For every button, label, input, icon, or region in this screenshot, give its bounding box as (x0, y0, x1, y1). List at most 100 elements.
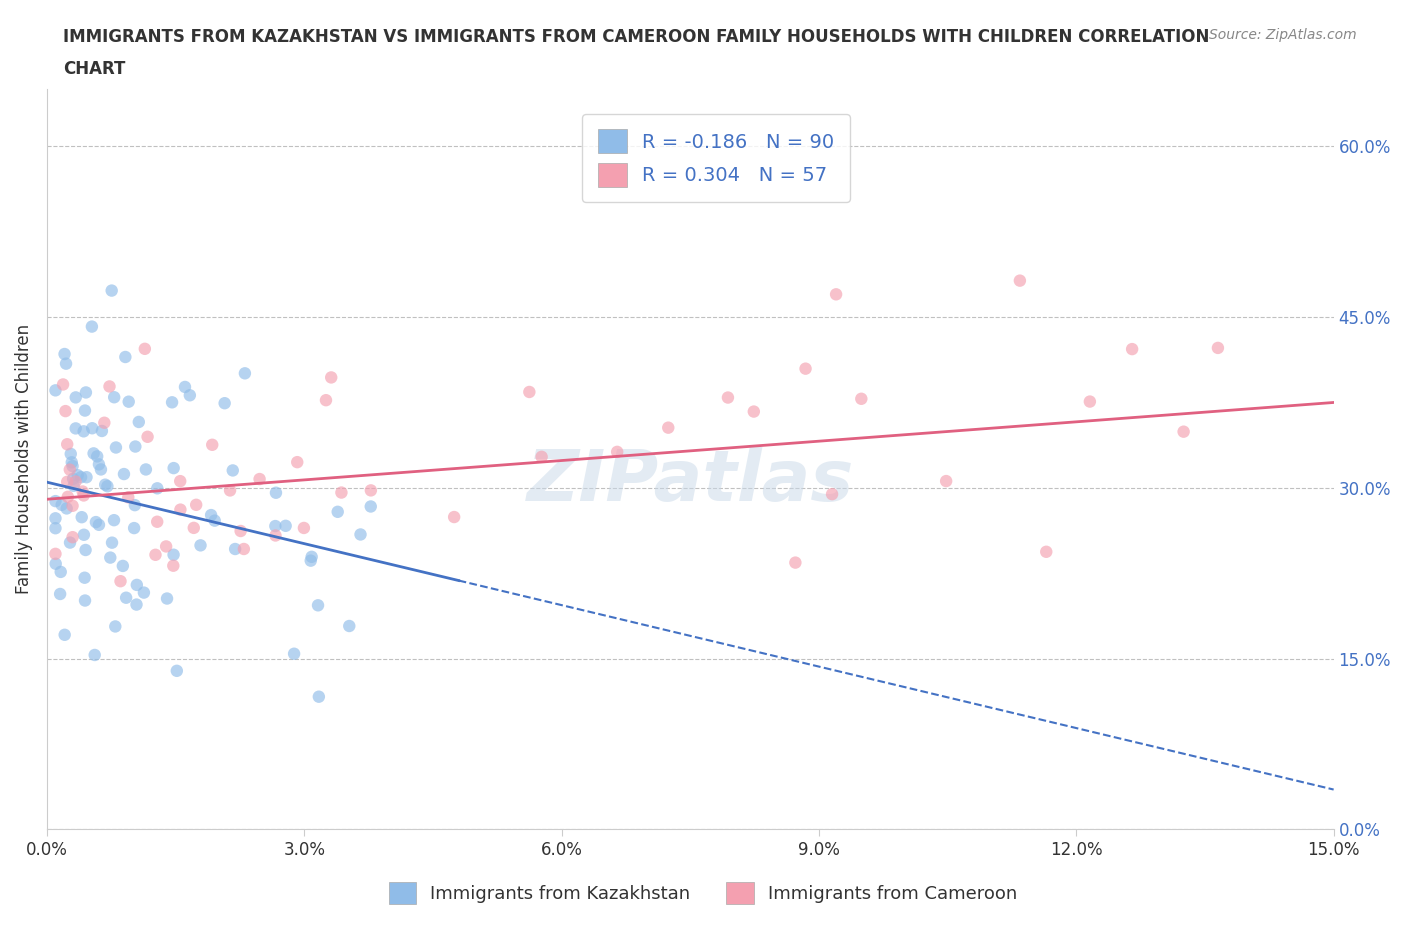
Point (53, 628, 76, 643)
Text: Source: ZipAtlas.com: Source: ZipAtlas.com (1209, 28, 1357, 42)
Point (124, 439, 146, 454)
Point (134, 341, 156, 356)
Point (264, 528, 287, 543)
Point (55, 356, 77, 371)
Point (75, 385, 97, 400)
Point (44, 547, 66, 562)
Point (90, 462, 112, 477)
Point (201, 437, 224, 452)
Point (44, 383, 66, 398)
Point (59, 446, 82, 461)
Point (530, 449, 553, 464)
Point (72, 485, 94, 499)
Point (59, 535, 82, 550)
Point (200, 508, 222, 523)
Point (326, 504, 349, 519)
Point (70, 470, 93, 485)
Point (44, 511, 66, 525)
Point (285, 455, 308, 470)
Point (76, 470, 98, 485)
Point (44, 494, 66, 509)
Point (59, 462, 82, 477)
Point (60, 455, 83, 470)
Point (110, 574, 132, 589)
Point (111, 559, 134, 574)
Point (162, 558, 184, 573)
Text: ZIPatlas: ZIPatlas (527, 447, 853, 516)
Point (274, 518, 297, 533)
Point (73, 570, 96, 585)
Point (87, 457, 110, 472)
Point (122, 521, 145, 536)
Point (83, 647, 105, 662)
Point (163, 460, 186, 475)
Point (94, 477, 117, 492)
Point (162, 547, 184, 562)
Point (132, 585, 155, 600)
Point (103, 512, 125, 527)
Point (124, 498, 146, 512)
Point (360, 499, 382, 514)
Point (90, 423, 112, 438)
Point (51, 498, 73, 512)
Point (1008, 273, 1031, 288)
Point (166, 663, 188, 678)
Point (114, 350, 136, 365)
Y-axis label: Family Households with Children: Family Households with Children (15, 325, 32, 594)
Point (785, 555, 807, 570)
Text: IMMIGRANTS FROM KAZAKHSTAN VS IMMIGRANTS FROM CAMEROON FAMILY HOUSEHOLDS WITH CH: IMMIGRANTS FROM KAZAKHSTAN VS IMMIGRANTS… (63, 28, 1209, 46)
Point (80, 319, 103, 334)
Point (96, 479, 118, 494)
Point (360, 483, 382, 498)
Point (73, 527, 96, 542)
Point (222, 463, 245, 478)
Point (935, 473, 957, 488)
Point (62, 498, 84, 513)
Point (146, 481, 169, 496)
Point (349, 527, 371, 542)
Point (264, 519, 287, 534)
Point (93, 416, 115, 431)
Point (851, 392, 873, 406)
Point (146, 514, 169, 529)
Point (62, 530, 84, 545)
Point (145, 548, 167, 563)
Point (1035, 544, 1057, 559)
Point (87, 517, 110, 532)
Point (115, 591, 138, 605)
Point (84, 514, 107, 529)
Point (794, 361, 817, 376)
Point (98, 551, 121, 565)
Point (83, 446, 105, 461)
Point (55, 501, 77, 516)
Point (125, 578, 148, 592)
Point (52, 377, 75, 392)
Point (307, 598, 329, 613)
Point (112, 467, 135, 482)
Point (155, 539, 177, 554)
Point (1121, 341, 1143, 356)
Point (55, 404, 77, 418)
Point (156, 591, 179, 606)
Point (73, 424, 96, 439)
Point (186, 498, 208, 512)
Point (283, 646, 305, 661)
Point (65, 474, 87, 489)
Point (49, 587, 72, 602)
Point (66, 468, 89, 483)
Point (49, 565, 72, 579)
Point (62, 478, 84, 493)
Point (330, 485, 353, 500)
Point (1206, 340, 1229, 355)
Point (224, 541, 246, 556)
Point (219, 483, 242, 498)
Point (98, 379, 121, 394)
Point (299, 553, 322, 568)
Point (169, 502, 191, 517)
Point (179, 388, 201, 403)
Point (214, 396, 236, 411)
Point (821, 486, 844, 501)
Point (104, 619, 127, 634)
Point (56, 474, 79, 489)
Text: CHART: CHART (63, 60, 125, 78)
